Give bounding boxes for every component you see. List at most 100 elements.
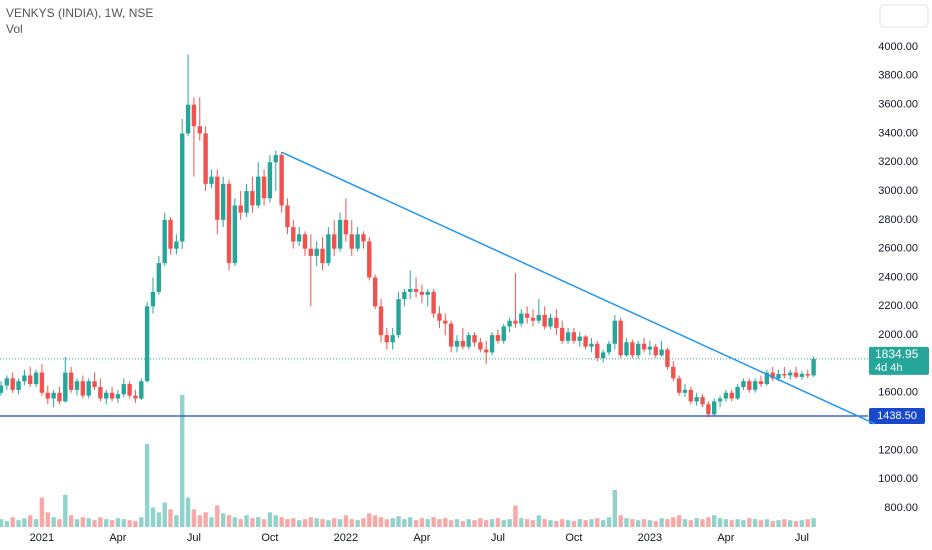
- volume-bar: [443, 518, 448, 527]
- volume-bar: [636, 520, 641, 527]
- volume-bar: [320, 519, 325, 527]
- chart-title: VENKYS (INDIA), 1W, NSE: [6, 6, 153, 20]
- volume-bar: [659, 518, 664, 527]
- candle-body: [577, 336, 582, 341]
- candle-body: [671, 366, 676, 379]
- candle-body: [302, 234, 308, 249]
- y-tick-label: 3600.00: [878, 99, 918, 111]
- y-tick-label: 2000.00: [878, 329, 918, 341]
- volume-bar: [326, 520, 331, 527]
- candle-body: [185, 104, 191, 134]
- y-tick-label: 2800.00: [878, 214, 918, 226]
- candle-body: [466, 335, 471, 347]
- volume-bar: [174, 515, 179, 527]
- volume-bar: [22, 518, 27, 527]
- candle-body: [665, 349, 670, 367]
- candle-body: [203, 133, 208, 184]
- x-tick-label: Apr: [109, 532, 126, 544]
- candle-body: [250, 191, 255, 206]
- volume-bar: [641, 519, 647, 527]
- volume-bar: [86, 518, 91, 527]
- volume-bar: [793, 521, 799, 527]
- volume-bar: [244, 515, 249, 527]
- volume-bar: [115, 518, 121, 527]
- volume-bar: [127, 520, 132, 527]
- y-tick-label: 1000.00: [878, 473, 918, 485]
- volume-bar: [676, 515, 682, 527]
- volume-bar: [577, 519, 582, 527]
- volume-bar: [758, 520, 764, 527]
- volume-bar: [694, 518, 699, 527]
- volume-bar: [524, 519, 530, 527]
- volume-layer: [0, 395, 816, 527]
- volume-bar: [314, 518, 319, 527]
- candle-body: [437, 313, 442, 321]
- x-tick-label: Oct: [261, 532, 278, 544]
- x-tick-label: Jul: [795, 532, 809, 544]
- volume-bar: [402, 519, 407, 527]
- volume-bar: [782, 519, 787, 527]
- volume-bar: [472, 520, 477, 527]
- volume-bar: [747, 518, 752, 527]
- candle-body: [717, 398, 723, 402]
- candle-body: [747, 381, 752, 390]
- volume-bar: [501, 520, 506, 527]
- candle-body: [320, 248, 325, 264]
- x-tick-label: Jul: [187, 532, 201, 544]
- volume-bar: [203, 512, 208, 527]
- volume-bar: [548, 520, 553, 527]
- candle-body: [630, 342, 635, 356]
- volume-bar: [560, 519, 565, 527]
- support-label-box: [869, 408, 925, 425]
- y-tick-label: 1200.00: [878, 444, 918, 456]
- volume-bar: [355, 520, 360, 527]
- candle-body: [811, 358, 816, 376]
- candle-body: [764, 372, 770, 385]
- volume-bar: [425, 519, 430, 527]
- candle-body: [589, 343, 594, 347]
- y-tick-label: 2400.00: [878, 271, 918, 283]
- volume-bar: [33, 519, 39, 527]
- volume-bar: [507, 519, 512, 527]
- volume-bar: [51, 517, 56, 527]
- volume-bar: [495, 518, 501, 527]
- candle-body: [226, 183, 232, 264]
- candle-body: [788, 372, 793, 376]
- toolbar-button[interactable]: [879, 4, 929, 28]
- candle-body: [495, 335, 501, 341]
- volume-bar: [723, 519, 729, 527]
- volume-bar: [273, 515, 278, 527]
- candle-body: [92, 381, 97, 387]
- candle-body: [530, 317, 536, 321]
- candle-body: [636, 343, 641, 356]
- volume-bar: [612, 489, 618, 527]
- volume-bar: [367, 513, 372, 527]
- candle-body: [782, 374, 787, 376]
- candle-body: [799, 374, 805, 377]
- candle-body: [548, 317, 553, 327]
- y-tick-label: 800.00: [884, 502, 918, 514]
- candle-body: [536, 314, 542, 321]
- candle-body: [600, 352, 606, 359]
- y-tick-label: 3200.00: [878, 156, 918, 168]
- volume-bar: [308, 517, 314, 527]
- candle-body: [372, 277, 378, 307]
- candle-body: [793, 372, 799, 377]
- volume-bar: [150, 507, 156, 527]
- candle-body: [162, 219, 167, 264]
- volume-bar: [460, 521, 466, 527]
- candle-body: [150, 291, 156, 307]
- volume-bar: [349, 519, 354, 527]
- volume-bar: [156, 512, 162, 527]
- candle-body: [805, 374, 810, 376]
- volume-bar: [706, 517, 711, 527]
- volume-bar: [589, 519, 594, 527]
- volume-bar: [419, 518, 425, 527]
- volume-bar: [28, 515, 33, 527]
- volume-bar: [448, 520, 454, 527]
- candle-body: [267, 162, 273, 199]
- candle-body: [191, 104, 197, 127]
- candle-body: [554, 317, 559, 328]
- y-tick-label: 3800.00: [878, 70, 918, 82]
- candle-body: [197, 126, 202, 134]
